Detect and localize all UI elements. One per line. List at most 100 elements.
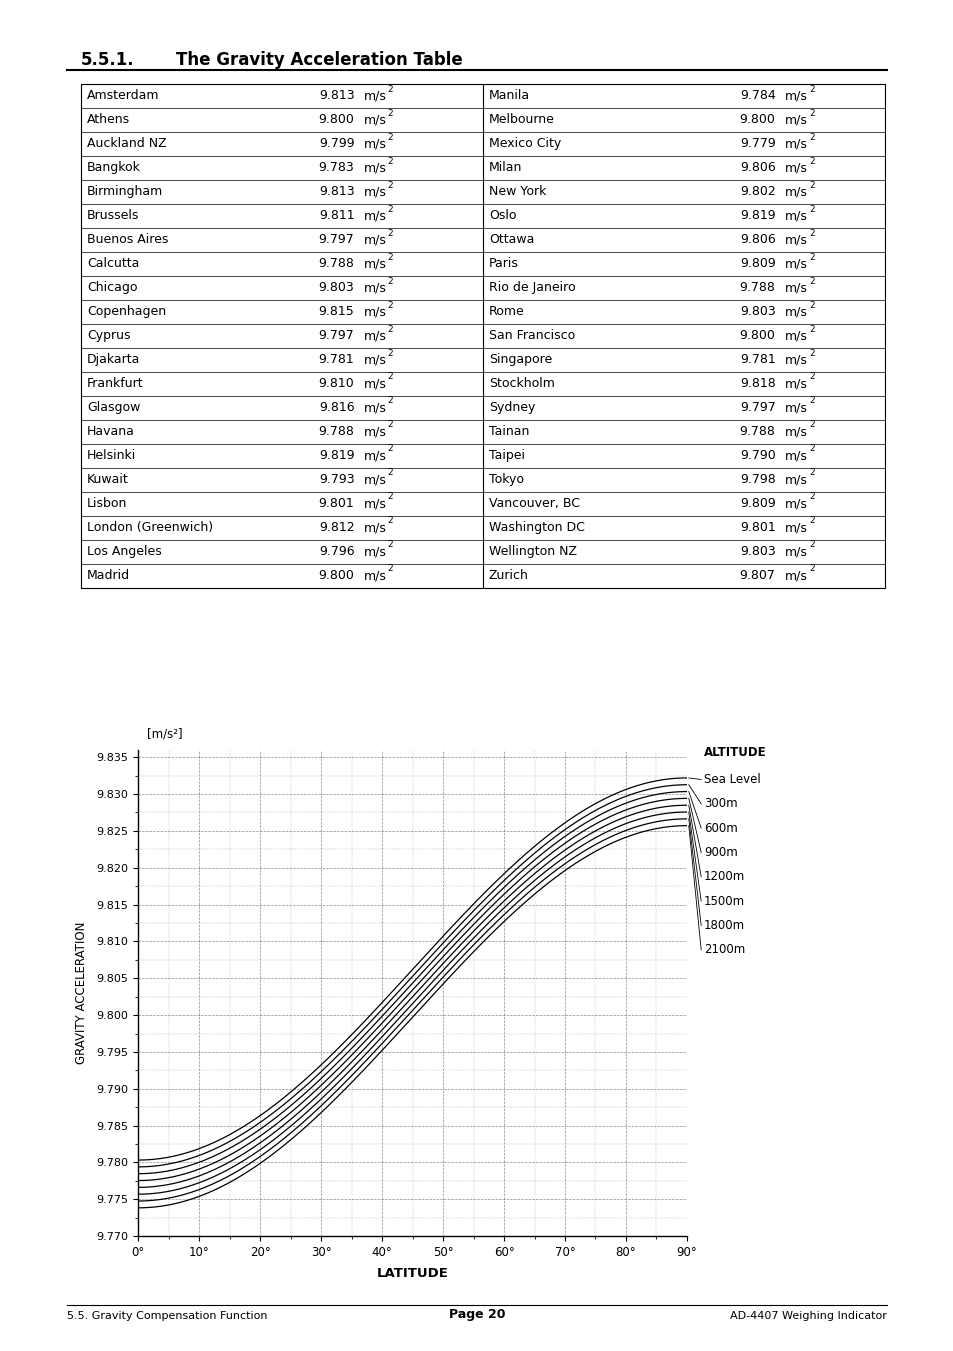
Text: New York: New York <box>489 185 546 199</box>
Text: Frankfurt: Frankfurt <box>87 377 143 390</box>
Text: 2: 2 <box>388 277 393 285</box>
Text: 9.815: 9.815 <box>318 305 355 319</box>
Text: 9.816: 9.816 <box>318 401 355 415</box>
Text: 9.819: 9.819 <box>740 209 775 223</box>
Text: m/s: m/s <box>364 330 386 342</box>
Text: Paris: Paris <box>489 257 518 270</box>
Text: 2: 2 <box>808 444 814 454</box>
Text: Tokyo: Tokyo <box>489 473 523 486</box>
Text: 2: 2 <box>808 132 814 142</box>
Text: 2: 2 <box>388 444 393 454</box>
Text: 1200m: 1200m <box>703 870 744 884</box>
Text: 9.800: 9.800 <box>739 330 775 342</box>
Text: 9.796: 9.796 <box>318 546 355 558</box>
Text: Cyprus: Cyprus <box>87 330 131 342</box>
Text: Lisbon: Lisbon <box>87 497 127 511</box>
Text: Sea Level: Sea Level <box>703 773 760 786</box>
Text: m/s: m/s <box>364 449 386 462</box>
Text: 2: 2 <box>388 469 393 477</box>
Text: 9.788: 9.788 <box>318 257 355 270</box>
Text: Glasgow: Glasgow <box>87 401 140 415</box>
Text: m/s: m/s <box>784 353 807 366</box>
Text: 2: 2 <box>808 300 814 309</box>
Text: Stockholm: Stockholm <box>489 377 555 390</box>
Text: 9.797: 9.797 <box>740 401 775 415</box>
Text: 9.806: 9.806 <box>740 161 775 174</box>
Text: m/s: m/s <box>784 138 807 150</box>
Text: 2: 2 <box>388 493 393 501</box>
Text: 9.800: 9.800 <box>739 113 775 126</box>
Text: 9.813: 9.813 <box>318 185 355 199</box>
Text: m/s: m/s <box>784 330 807 342</box>
Text: m/s: m/s <box>784 113 807 126</box>
Text: m/s: m/s <box>784 546 807 558</box>
Text: 2: 2 <box>388 204 393 213</box>
Text: m/s: m/s <box>784 569 807 582</box>
Text: Madrid: Madrid <box>87 569 130 582</box>
Text: m/s: m/s <box>364 257 386 270</box>
Text: [m/s²]: [m/s²] <box>148 727 183 740</box>
Text: 2: 2 <box>808 373 814 381</box>
Text: 1800m: 1800m <box>703 919 744 932</box>
Text: Mexico City: Mexico City <box>489 138 560 150</box>
Text: 9.797: 9.797 <box>318 330 355 342</box>
Text: 2: 2 <box>808 469 814 477</box>
Text: 9.811: 9.811 <box>318 209 355 223</box>
Text: 9.781: 9.781 <box>318 353 355 366</box>
Text: Rio de Janeiro: Rio de Janeiro <box>489 281 575 295</box>
Text: 2: 2 <box>808 396 814 405</box>
Text: 9.801: 9.801 <box>318 497 355 511</box>
Text: 2: 2 <box>808 540 814 550</box>
Text: 9.818: 9.818 <box>740 377 775 390</box>
Text: Ottawa: Ottawa <box>489 234 534 246</box>
Text: m/s: m/s <box>364 281 386 295</box>
Text: m/s: m/s <box>784 497 807 511</box>
Text: m/s: m/s <box>784 209 807 223</box>
Text: 9.807: 9.807 <box>739 569 775 582</box>
Text: 2: 2 <box>388 181 393 189</box>
Text: 1500m: 1500m <box>703 894 744 908</box>
Text: 2: 2 <box>388 228 393 238</box>
Text: 9.819: 9.819 <box>318 449 355 462</box>
Text: AD-4407 Weighing Indicator: AD-4407 Weighing Indicator <box>730 1312 886 1321</box>
Text: London (Greenwich): London (Greenwich) <box>87 521 213 534</box>
Text: m/s: m/s <box>364 89 386 103</box>
Text: ALTITUDE: ALTITUDE <box>703 746 766 759</box>
Text: Sydney: Sydney <box>489 401 535 415</box>
Text: 2: 2 <box>808 108 814 118</box>
Text: 9.797: 9.797 <box>318 234 355 246</box>
Text: 9.810: 9.810 <box>318 377 355 390</box>
Text: 9.803: 9.803 <box>740 305 775 319</box>
Text: 9.790: 9.790 <box>740 449 775 462</box>
Text: 2: 2 <box>388 300 393 309</box>
Text: Wellington NZ: Wellington NZ <box>489 546 577 558</box>
Text: Washington DC: Washington DC <box>489 521 584 534</box>
Text: 9.800: 9.800 <box>318 113 355 126</box>
Text: Amsterdam: Amsterdam <box>87 89 159 103</box>
Text: 9.798: 9.798 <box>740 473 775 486</box>
Text: 2: 2 <box>808 349 814 358</box>
Text: Calcutta: Calcutta <box>87 257 139 270</box>
Text: Athens: Athens <box>87 113 130 126</box>
Text: San Francisco: San Francisco <box>489 330 575 342</box>
Text: 2: 2 <box>388 349 393 358</box>
Text: 2: 2 <box>808 181 814 189</box>
Text: 9.788: 9.788 <box>318 426 355 438</box>
Text: 2: 2 <box>808 324 814 334</box>
Text: 9.809: 9.809 <box>740 257 775 270</box>
Text: 9.788: 9.788 <box>739 426 775 438</box>
Text: Singapore: Singapore <box>489 353 552 366</box>
Text: Tainan: Tainan <box>489 426 529 438</box>
Text: 9.799: 9.799 <box>318 138 355 150</box>
Text: m/s: m/s <box>784 449 807 462</box>
Text: 2: 2 <box>808 157 814 166</box>
Text: m/s: m/s <box>784 426 807 438</box>
Text: 2: 2 <box>808 493 814 501</box>
Text: m/s: m/s <box>784 89 807 103</box>
Text: m/s: m/s <box>364 305 386 319</box>
Text: 600m: 600m <box>703 821 737 835</box>
Text: 9.781: 9.781 <box>740 353 775 366</box>
Text: Chicago: Chicago <box>87 281 137 295</box>
Text: 9.809: 9.809 <box>740 497 775 511</box>
Text: Kuwait: Kuwait <box>87 473 129 486</box>
